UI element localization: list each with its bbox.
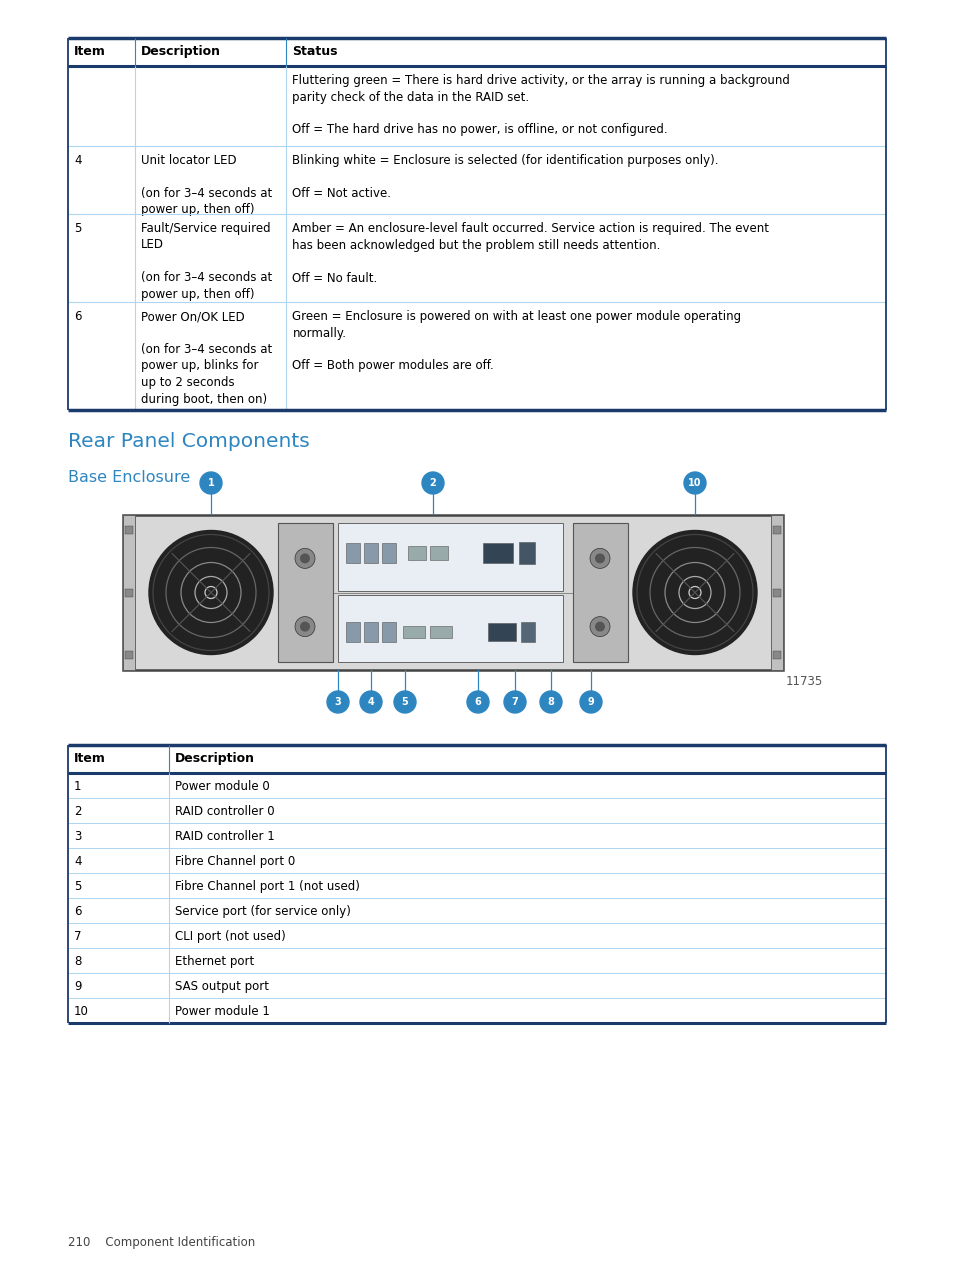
Bar (125, 651, 132, 658)
Text: 10: 10 (687, 478, 701, 488)
Circle shape (539, 691, 561, 713)
Text: 210    Component Identification: 210 Component Identification (68, 1235, 255, 1249)
Text: Description: Description (174, 752, 254, 765)
Text: 8: 8 (74, 955, 81, 969)
Text: 7: 7 (511, 697, 517, 707)
Text: CLI port (not used): CLI port (not used) (174, 930, 285, 943)
Bar (772, 588, 781, 596)
Bar (408, 547, 426, 561)
Circle shape (327, 691, 349, 713)
Bar (482, 544, 513, 563)
Circle shape (589, 548, 609, 568)
Text: 3: 3 (74, 830, 81, 843)
Text: Item: Item (74, 752, 106, 765)
Text: 4: 4 (74, 154, 81, 167)
Text: 6: 6 (74, 310, 81, 323)
Bar (488, 623, 516, 641)
Circle shape (579, 691, 601, 713)
Text: 9: 9 (587, 697, 594, 707)
Text: Fluttering green = There is hard drive activity, or the array is running a backg: Fluttering green = There is hard drive a… (293, 74, 789, 136)
Circle shape (503, 691, 525, 713)
Bar (430, 547, 448, 561)
Text: 8: 8 (547, 697, 554, 707)
Bar (364, 622, 377, 642)
Bar (430, 625, 452, 638)
Text: Power On/OK LED

(on for 3–4 seconds at
power up, blinks for
up to 2 seconds
dur: Power On/OK LED (on for 3–4 seconds at p… (141, 310, 272, 405)
Text: Fibre Channel port 1 (not used): Fibre Channel port 1 (not used) (174, 880, 359, 894)
Bar (277, 522, 333, 662)
Text: Power module 0: Power module 0 (174, 780, 269, 793)
Circle shape (589, 616, 609, 637)
Text: RAID controller 1: RAID controller 1 (174, 830, 274, 843)
Text: Blinking white = Enclosure is selected (for identification purposes only).

Off : Blinking white = Enclosure is selected (… (293, 154, 719, 200)
Text: 11735: 11735 (785, 675, 822, 688)
Circle shape (200, 472, 222, 494)
Text: Green = Enclosure is powered on with at least one power module operating
normall: Green = Enclosure is powered on with at … (293, 310, 740, 372)
Text: Unit locator LED

(on for 3–4 seconds at
power up, then off): Unit locator LED (on for 3–4 seconds at … (141, 154, 272, 216)
Text: 5: 5 (401, 697, 408, 707)
Bar (346, 544, 359, 563)
Text: Item: Item (74, 44, 106, 58)
Circle shape (394, 691, 416, 713)
Text: 10: 10 (74, 1005, 89, 1018)
Text: Fibre Channel port 0: Fibre Channel port 0 (174, 855, 294, 868)
Text: Base Enclosure: Base Enclosure (68, 470, 190, 486)
Text: 4: 4 (74, 855, 81, 868)
Circle shape (595, 553, 604, 563)
Circle shape (633, 530, 757, 655)
Bar (381, 544, 395, 563)
Bar (123, 515, 135, 670)
Text: 1: 1 (208, 478, 214, 488)
Bar (518, 543, 535, 564)
Text: 6: 6 (475, 697, 481, 707)
Circle shape (595, 622, 604, 632)
Circle shape (299, 553, 310, 563)
Bar (772, 651, 781, 658)
Bar (125, 588, 132, 596)
Text: 6: 6 (74, 905, 81, 918)
Text: Service port (for service only): Service port (for service only) (174, 905, 350, 918)
Bar (364, 544, 377, 563)
Text: Amber = An enclosure-level fault occurred. Service action is required. The event: Amber = An enclosure-level fault occurre… (293, 222, 769, 285)
Circle shape (299, 622, 310, 632)
Circle shape (421, 472, 443, 494)
Text: 9: 9 (74, 980, 81, 993)
Text: Rear Panel Components: Rear Panel Components (68, 432, 310, 451)
Bar (770, 515, 782, 670)
Bar (573, 522, 627, 662)
Text: Ethernet port: Ethernet port (174, 955, 253, 969)
Text: 4: 4 (367, 697, 374, 707)
Text: 7: 7 (74, 930, 81, 943)
Text: Fault/Service required
LED

(on for 3–4 seconds at
power up, then off): Fault/Service required LED (on for 3–4 s… (141, 222, 272, 301)
Text: RAID controller 0: RAID controller 0 (174, 805, 274, 819)
Bar (337, 595, 562, 662)
Text: 1: 1 (74, 780, 81, 793)
Text: 2: 2 (74, 805, 81, 819)
Circle shape (294, 548, 314, 568)
Text: Description: Description (141, 44, 221, 58)
Bar (346, 622, 359, 642)
FancyBboxPatch shape (123, 515, 782, 670)
Bar (381, 622, 395, 642)
Text: 3: 3 (335, 697, 341, 707)
Text: Status: Status (293, 44, 337, 58)
Bar (402, 625, 424, 638)
Circle shape (149, 530, 273, 655)
Circle shape (359, 691, 381, 713)
Bar (337, 522, 562, 591)
Circle shape (683, 472, 705, 494)
Text: SAS output port: SAS output port (174, 980, 269, 993)
Text: Power module 1: Power module 1 (174, 1005, 269, 1018)
Circle shape (467, 691, 489, 713)
Text: 2: 2 (429, 478, 436, 488)
Text: 5: 5 (74, 880, 81, 894)
Text: 5: 5 (74, 222, 81, 235)
Bar (520, 622, 535, 642)
Circle shape (294, 616, 314, 637)
Bar (125, 526, 132, 534)
Bar (772, 526, 781, 534)
